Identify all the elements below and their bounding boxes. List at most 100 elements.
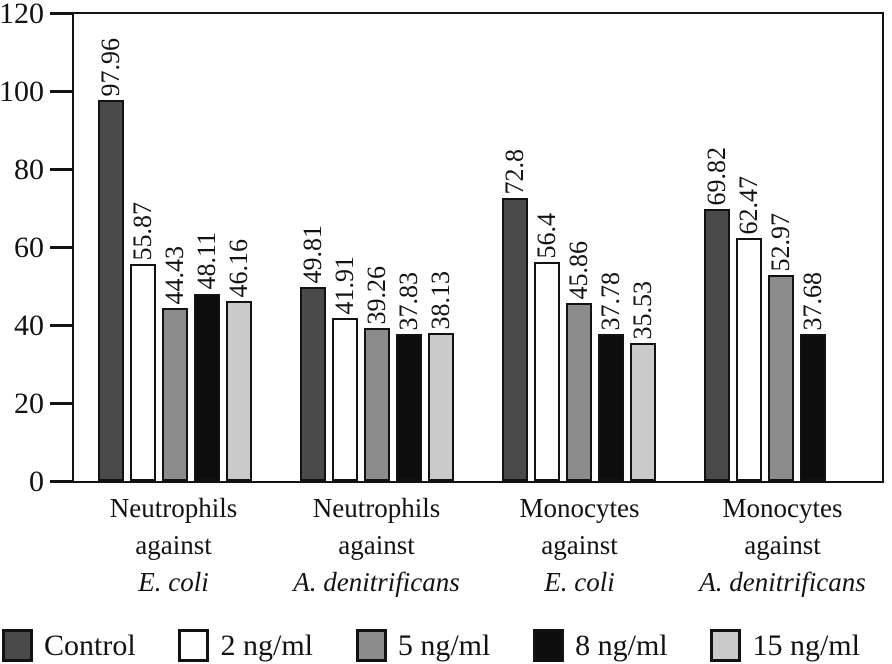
legend-swatch <box>533 629 565 662</box>
bar-value-label: 56.4 <box>532 212 561 259</box>
x-category-species: A. denitrificans <box>293 567 460 597</box>
bar-value-label: 46.16 <box>224 238 253 298</box>
bar-slot: 39.26 <box>362 14 391 481</box>
x-category-label: Monocytes against A. denitrificans <box>681 490 884 601</box>
bar <box>130 264 156 481</box>
x-category-line: against <box>135 530 212 560</box>
bar <box>534 262 560 481</box>
bar-group: 49.81 41.91 39.26 37.83 38.13 <box>276 14 478 481</box>
y-tick <box>50 12 72 15</box>
x-category-line: against <box>338 530 415 560</box>
bar-value-label: 52.97 <box>766 212 795 272</box>
bar-slot: 37.68 <box>798 14 827 481</box>
bar <box>162 308 188 481</box>
bar-slot: 45.86 <box>564 14 593 481</box>
bar-value-label: 41.91 <box>330 255 359 315</box>
x-category-line: against <box>744 530 821 560</box>
x-category-label: Neutrophils against A. denitrificans <box>275 490 478 601</box>
x-category-label: Neutrophils against E. coli <box>72 490 275 601</box>
bar-value-label: 38.13 <box>426 270 455 330</box>
bar <box>598 334 624 481</box>
y-tick <box>50 402 72 405</box>
y-tick-label: 20 <box>14 387 44 420</box>
legend-swatch <box>178 629 210 662</box>
x-category-line: Neutrophils <box>109 493 238 523</box>
y-tick-label: 40 <box>14 309 44 342</box>
bar-slot: 69.82 <box>702 14 731 481</box>
legend-item: 15 ng/ml <box>710 629 860 662</box>
bar-slot: 46.16 <box>224 14 253 481</box>
bar-slot <box>832 14 858 481</box>
x-category-species: E. coli <box>138 567 209 597</box>
bar-value-label: 37.78 <box>596 271 625 331</box>
x-category-line: Neutrophils <box>312 493 441 523</box>
legend-label: 15 ng/ml <box>752 628 860 662</box>
bar <box>704 209 730 481</box>
legend-swatch <box>2 629 33 662</box>
y-axis: 0 20 40 60 80 100 120 <box>0 0 72 497</box>
bar <box>502 198 528 481</box>
bar-slot: 49.81 <box>298 14 327 481</box>
x-category-species: E. coli <box>544 567 615 597</box>
bar-value-label: 48.11 <box>192 232 221 290</box>
legend-label: Control <box>44 628 136 662</box>
legend-item: Control <box>2 629 136 662</box>
bar-slot: 48.11 <box>192 14 221 481</box>
y-tick-label: 60 <box>14 231 44 264</box>
bar-value-label: 62.47 <box>734 175 763 235</box>
bar <box>566 303 592 481</box>
bar-value-label: 69.82 <box>702 146 731 206</box>
bar-value-label: 45.86 <box>564 240 593 300</box>
legend-item: 2 ng/ml <box>178 629 313 662</box>
bar <box>768 275 794 481</box>
legend-label: 8 ng/ml <box>575 628 668 662</box>
y-tick <box>50 168 72 171</box>
bar-slot: 44.43 <box>160 14 189 481</box>
bar-slot: 72.8 <box>500 14 529 481</box>
bar <box>332 318 358 481</box>
bar-value-label: 97.96 <box>96 37 125 97</box>
x-category-label: Monocytes against E. coli <box>478 490 681 601</box>
bar-slot: 37.83 <box>394 14 423 481</box>
bar-slot: 97.96 <box>96 14 125 481</box>
legend-item: 5 ng/ml <box>355 628 491 662</box>
bar <box>800 334 826 481</box>
bar-slot: 55.87 <box>128 14 157 481</box>
bar <box>736 238 762 481</box>
x-category-line: Monocytes <box>722 493 843 523</box>
bar-slot: 41.91 <box>330 14 359 481</box>
legend: Control 2 ng/ml 5 ng/ml 8 ng/ml 15 ng/ml <box>2 629 860 662</box>
y-tick-label: 80 <box>14 153 44 186</box>
y-tick-label: 120 <box>0 0 44 30</box>
bar-value-label: 44.43 <box>160 245 189 305</box>
bar-slot: 62.47 <box>734 14 763 481</box>
bar-group: 97.96 55.87 44.43 48.11 46.16 <box>74 14 276 481</box>
bar <box>396 334 422 481</box>
bar-value-label: 55.87 <box>128 201 157 261</box>
bar-value-label: 37.68 <box>798 271 827 331</box>
bar-value-label: 72.8 <box>500 148 529 195</box>
y-tick-label: 100 <box>0 75 44 108</box>
bar-slot: 38.13 <box>426 14 455 481</box>
x-category-line: Monocytes <box>519 493 640 523</box>
y-tick <box>50 324 72 327</box>
bar-slot: 56.4 <box>532 14 561 481</box>
bar <box>364 328 390 481</box>
bar-group: 72.8 56.4 45.86 37.78 35.53 <box>478 14 680 481</box>
x-category-species: A. denitrificans <box>699 567 866 597</box>
x-axis-labels: Neutrophils against E. coli Neutrophils agai… <box>72 490 884 601</box>
y-tick <box>50 246 72 249</box>
legend-label: 5 ng/ml <box>397 628 491 662</box>
bar-value-label: 49.81 <box>298 224 327 284</box>
y-tick <box>50 480 72 483</box>
legend-item: 8 ng/ml <box>533 629 668 662</box>
plot-area: 97.96 55.87 44.43 48.11 46.16 49.81 41.91 39.26… <box>72 12 884 483</box>
x-category-line: against <box>541 530 618 560</box>
bar-slot: 52.97 <box>766 14 795 481</box>
bar <box>226 301 252 481</box>
bar-slot: 37.78 <box>596 14 625 481</box>
bar-value-label: 35.53 <box>628 280 657 340</box>
bar-value-label: 37.83 <box>394 271 423 331</box>
y-tick-label: 0 <box>29 465 44 498</box>
